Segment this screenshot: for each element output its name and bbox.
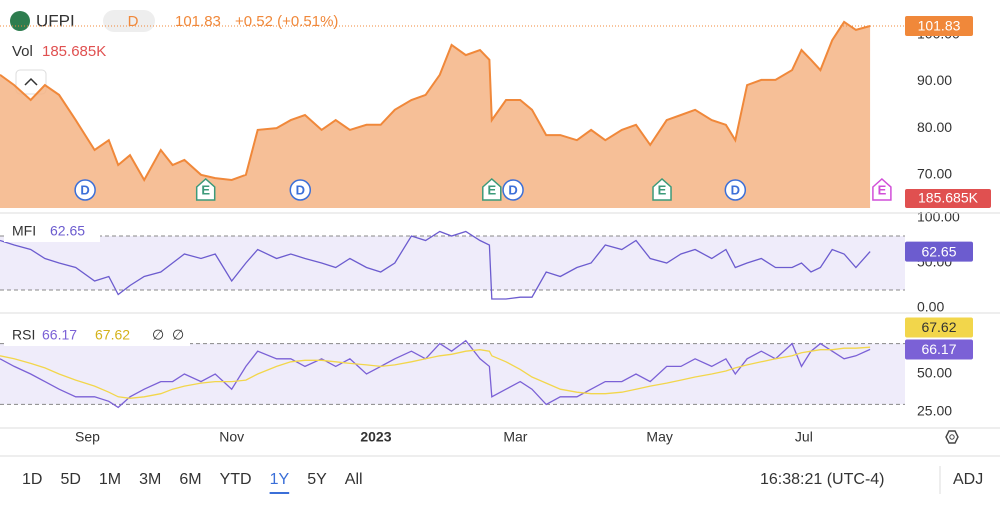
event-label[interactable]: D (296, 182, 305, 197)
rsi-legend-value: 66.17 (42, 327, 77, 343)
rsi-legend-bg (4, 326, 190, 346)
event-label[interactable]: D (508, 182, 517, 197)
x-tick-label: Sep (75, 429, 100, 445)
event-label[interactable]: D (731, 182, 740, 197)
x-tick-label: Nov (219, 429, 244, 445)
price-tag (905, 317, 973, 338)
area-fill (0, 21, 871, 209)
rsi-ma-legend-value: 67.62 (95, 327, 130, 343)
series-line (0, 230, 871, 300)
price-change: +0.52 (+0.51%) (235, 13, 338, 30)
range-button[interactable]: 3M (139, 471, 161, 488)
series-line (0, 346, 871, 399)
dividend-marker[interactable] (502, 179, 524, 201)
earnings-marker[interactable] (652, 177, 672, 201)
earnings-marker[interactable] (482, 177, 502, 201)
band-fill (0, 343, 905, 405)
x-tick-label: Mar (503, 429, 527, 445)
y-tick-label: 25.00 (917, 403, 952, 419)
range-button[interactable]: 1Y (270, 471, 290, 488)
clock: 16:38:21 (UTC-4) (760, 471, 885, 488)
na-label: ∅ (172, 327, 184, 343)
price-tag-label: 67.62 (921, 319, 956, 335)
price-tag-label: 66.17 (921, 341, 956, 357)
logo (10, 11, 30, 31)
range-button[interactable]: 5D (60, 471, 80, 488)
vol-label: Vol (12, 43, 33, 60)
y-tick-label: 50.00 (917, 365, 952, 381)
price-tag-label: 62.65 (921, 243, 956, 259)
event-label[interactable]: D (80, 182, 89, 197)
x-tick-label: May (646, 429, 672, 445)
price-tag (905, 241, 973, 262)
vol-value: 185.685K (42, 43, 106, 60)
price-tag (905, 339, 973, 360)
y-tick-label: 80.00 (917, 119, 952, 135)
y-tick-label: 100.00 (917, 209, 960, 225)
earnings-marker[interactable] (872, 177, 892, 201)
x-tick-label: Jul (795, 429, 813, 445)
range-button[interactable]: 1M (99, 471, 121, 488)
dividend-marker[interactable] (724, 179, 747, 201)
interval[interactable]: D (128, 13, 139, 30)
dividend-marker[interactable] (74, 179, 96, 201)
range-button[interactable]: 5Y (307, 471, 327, 488)
adj-button[interactable]: ADJ (953, 471, 983, 488)
y-tick-label: 0.00 (917, 299, 944, 315)
settings-icon[interactable] (945, 430, 959, 444)
collapse-icon[interactable] (24, 77, 38, 86)
settings-icon-dot[interactable] (949, 434, 955, 440)
interval-pill[interactable] (103, 10, 155, 32)
mfi-legend-bg (4, 222, 100, 242)
vol-tag (905, 189, 991, 208)
range-button[interactable]: YTD (220, 471, 252, 488)
series-line (0, 20, 871, 183)
price-tag (905, 16, 973, 37)
mfi-legend-value: 62.65 (50, 223, 85, 239)
price-tag-label: 101.83 (918, 18, 961, 34)
event-label[interactable]: E (487, 182, 496, 197)
na-label: ∅ (152, 327, 164, 343)
earnings-marker[interactable] (195, 177, 216, 201)
rsi-legend-name: RSI (12, 327, 35, 343)
last-price: 101.83 (175, 13, 221, 30)
y-tick-label: 70.00 (917, 166, 952, 182)
mfi-legend-name: MFI (12, 223, 36, 239)
x-tick-label: 2023 (360, 429, 391, 445)
range-button[interactable]: All (345, 471, 363, 488)
band-fill (0, 236, 905, 290)
vol-tag-label: 185.685K (918, 190, 979, 206)
collapse-button[interactable] (15, 69, 47, 95)
plot: 70.0080.0090.00100.00101.83185.685KDEDED… (0, 16, 991, 445)
y-tick-label: 90.00 (917, 72, 952, 88)
range-button[interactable]: 6M (179, 471, 201, 488)
symbol: UFPI (36, 11, 75, 30)
event-label[interactable]: E (201, 182, 210, 197)
dividend-marker[interactable] (289, 179, 312, 201)
event-label[interactable]: E (878, 182, 887, 197)
event-label[interactable]: E (658, 182, 667, 197)
range-button[interactable]: 1D (22, 471, 42, 488)
